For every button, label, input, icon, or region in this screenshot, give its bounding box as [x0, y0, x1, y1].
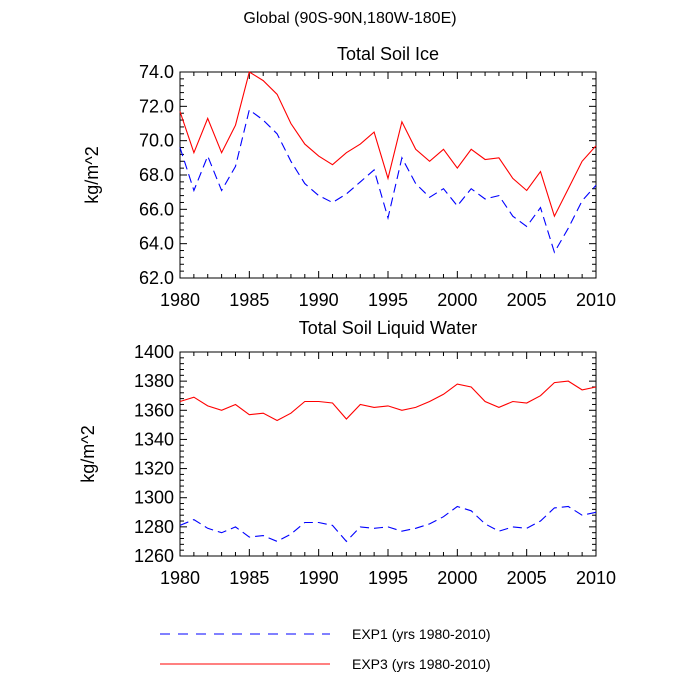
x-tick-label: 2000 [437, 568, 477, 588]
chart-title: Total Soil Liquid Water [299, 318, 477, 338]
y-tick-label: 1400 [134, 342, 174, 362]
plot-frame [179, 71, 597, 279]
y-tick-label: 1260 [134, 546, 174, 566]
series-line-exp3 [179, 71, 597, 218]
x-tick-label: 2005 [507, 290, 547, 310]
x-tick-label: 1995 [368, 568, 408, 588]
y-tick-label: 1380 [134, 371, 174, 391]
x-tick-label: 2010 [576, 568, 616, 588]
legend-item-1: EXP1 (yrs 1980-2010) [160, 626, 491, 642]
legend-label: EXP1 (yrs 1980-2010) [352, 626, 491, 642]
x-tick-label: 2010 [576, 290, 616, 310]
legend: EXP1 (yrs 1980-2010) EXP3 (yrs 1980-2010) [160, 626, 491, 672]
y-tick-label: 1340 [134, 429, 174, 449]
y-tick-label: 62.0 [139, 268, 174, 288]
x-tick-label: 1980 [160, 568, 200, 588]
series-line-exp3 [179, 380, 597, 422]
x-tick-label: 1980 [160, 290, 200, 310]
chart-panel-2: Total Soil Liquid Water kg/m^2 1980 1985 199… [78, 318, 616, 588]
series-line-exp1 [179, 505, 597, 543]
plot-frame [179, 351, 597, 557]
y-tick-label: 64.0 [139, 234, 174, 254]
y-tick-label: 1360 [134, 400, 174, 420]
x-tick-label: 2000 [437, 290, 477, 310]
y-tick-label: 68.0 [139, 165, 174, 185]
y-tick-label: 1280 [134, 517, 174, 537]
chart-title: Total Soil Ice [337, 44, 439, 64]
x-tick-label: 1985 [229, 290, 269, 310]
y-tick-label: 72.0 [139, 96, 174, 116]
y-axis-label: kg/m^2 [82, 146, 102, 203]
y-tick-label: 66.0 [139, 199, 174, 219]
y-tick-label: 1320 [134, 459, 174, 479]
series-line-exp1 [179, 108, 597, 254]
x-tick-label: 2005 [507, 568, 547, 588]
chart-panel-1: Total Soil Ice kg/m^2 1980 1985 1990 1995 2000… [82, 44, 616, 310]
x-tick-label: 1985 [229, 568, 269, 588]
x-tick-label: 1990 [299, 290, 339, 310]
y-tick-label: 70.0 [139, 131, 174, 151]
y-tick-label: 1300 [134, 488, 174, 508]
x-tick-label: 1990 [299, 568, 339, 588]
legend-label: EXP3 (yrs 1980-2010) [352, 656, 491, 672]
y-tick-label: 74.0 [139, 62, 174, 82]
y-axis-label: kg/m^2 [78, 425, 98, 482]
legend-item-2: EXP3 (yrs 1980-2010) [160, 656, 491, 672]
figure-title: Global (90S-90N,180W-180E) [243, 10, 457, 27]
x-tick-label: 1995 [368, 290, 408, 310]
